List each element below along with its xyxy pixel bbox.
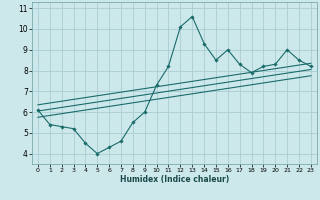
X-axis label: Humidex (Indice chaleur): Humidex (Indice chaleur) [120,175,229,184]
